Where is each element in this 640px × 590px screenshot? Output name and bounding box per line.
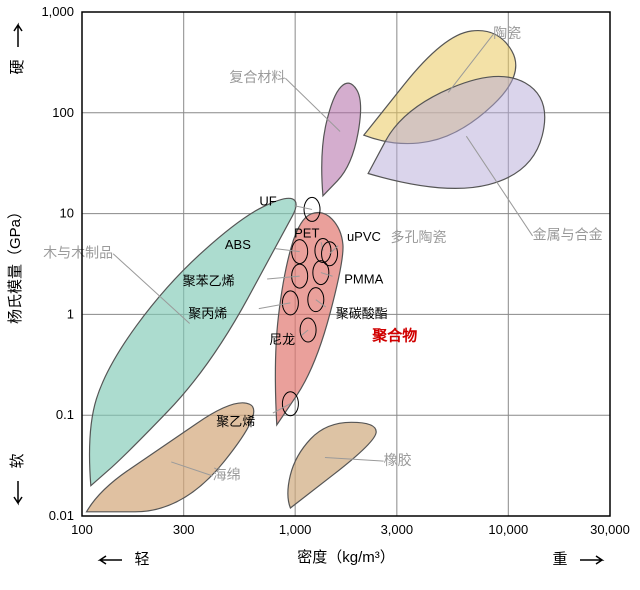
ashby-chart: { "canvas":{"w":640,"h":590}, "plot":{"l…	[0, 0, 640, 590]
x-heavy: 重	[552, 551, 567, 568]
material-label-PET: PET	[294, 225, 319, 240]
region-metal	[368, 76, 545, 188]
region-label-foam: 海绵	[213, 467, 241, 483]
y-tick: 0.01	[49, 508, 74, 523]
region-label-ceramic: 陶瓷	[493, 25, 521, 41]
arrow-light	[100, 556, 122, 564]
x-tick: 3,000	[381, 522, 414, 537]
y-tick: 100	[52, 105, 74, 120]
x-axis-label: 密度（kg/m³）	[297, 549, 395, 566]
region-label-wood: 木与木制品	[43, 244, 113, 260]
material-label-聚碳酸酯: 聚碳酸酯	[336, 306, 388, 321]
svg-canvas: 木与木制品海绵 橡胶 复合材料 陶瓷金属与合金 UF ABS PET uPVC 聚苯乙烯 PMMA…	[0, 0, 640, 590]
x-tick: 100	[71, 522, 93, 537]
y-tick: 10	[60, 206, 74, 221]
y-soft: 软	[9, 453, 26, 468]
region-label-composite: 复合材料	[229, 69, 285, 85]
y-tick: 0.1	[56, 407, 74, 422]
arrow-heavy	[580, 556, 602, 564]
x-tick: 10,000	[488, 522, 528, 537]
x-tick: 30,000	[590, 522, 630, 537]
x-light: 轻	[134, 551, 149, 568]
material-label-聚乙烯: 聚乙烯	[216, 414, 255, 429]
material-label-聚丙烯: 聚丙烯	[188, 306, 227, 321]
arrow-hard	[14, 25, 22, 47]
y-tick: 1,000	[41, 4, 74, 19]
material-label-尼龙: 尼龙	[269, 332, 295, 347]
material-label-聚苯乙烯: 聚苯乙烯	[183, 273, 235, 288]
region-label-rubber: 橡胶	[384, 452, 412, 468]
arrow-soft	[14, 481, 22, 503]
region-label-metal: 金属与合金	[533, 227, 603, 243]
region-rubber	[288, 422, 376, 508]
y-tick: 1	[67, 306, 74, 321]
y-hard: 硬	[9, 59, 26, 74]
polymer-highlight: 聚合物	[371, 327, 417, 345]
porous-ceramic-label: 多孔陶瓷	[390, 229, 446, 245]
region-composite	[322, 83, 361, 196]
y-axis-label: 杨氏模量（GPa）	[7, 204, 24, 324]
material-label-PMMA: PMMA	[344, 271, 383, 286]
material-label-UF: UF	[259, 194, 276, 209]
region-polymer	[275, 212, 343, 424]
x-tick: 300	[173, 522, 195, 537]
material-label-ABS: ABS	[225, 237, 251, 252]
material-label-uPVC: uPVC	[347, 229, 381, 244]
x-tick: 1,000	[279, 522, 312, 537]
